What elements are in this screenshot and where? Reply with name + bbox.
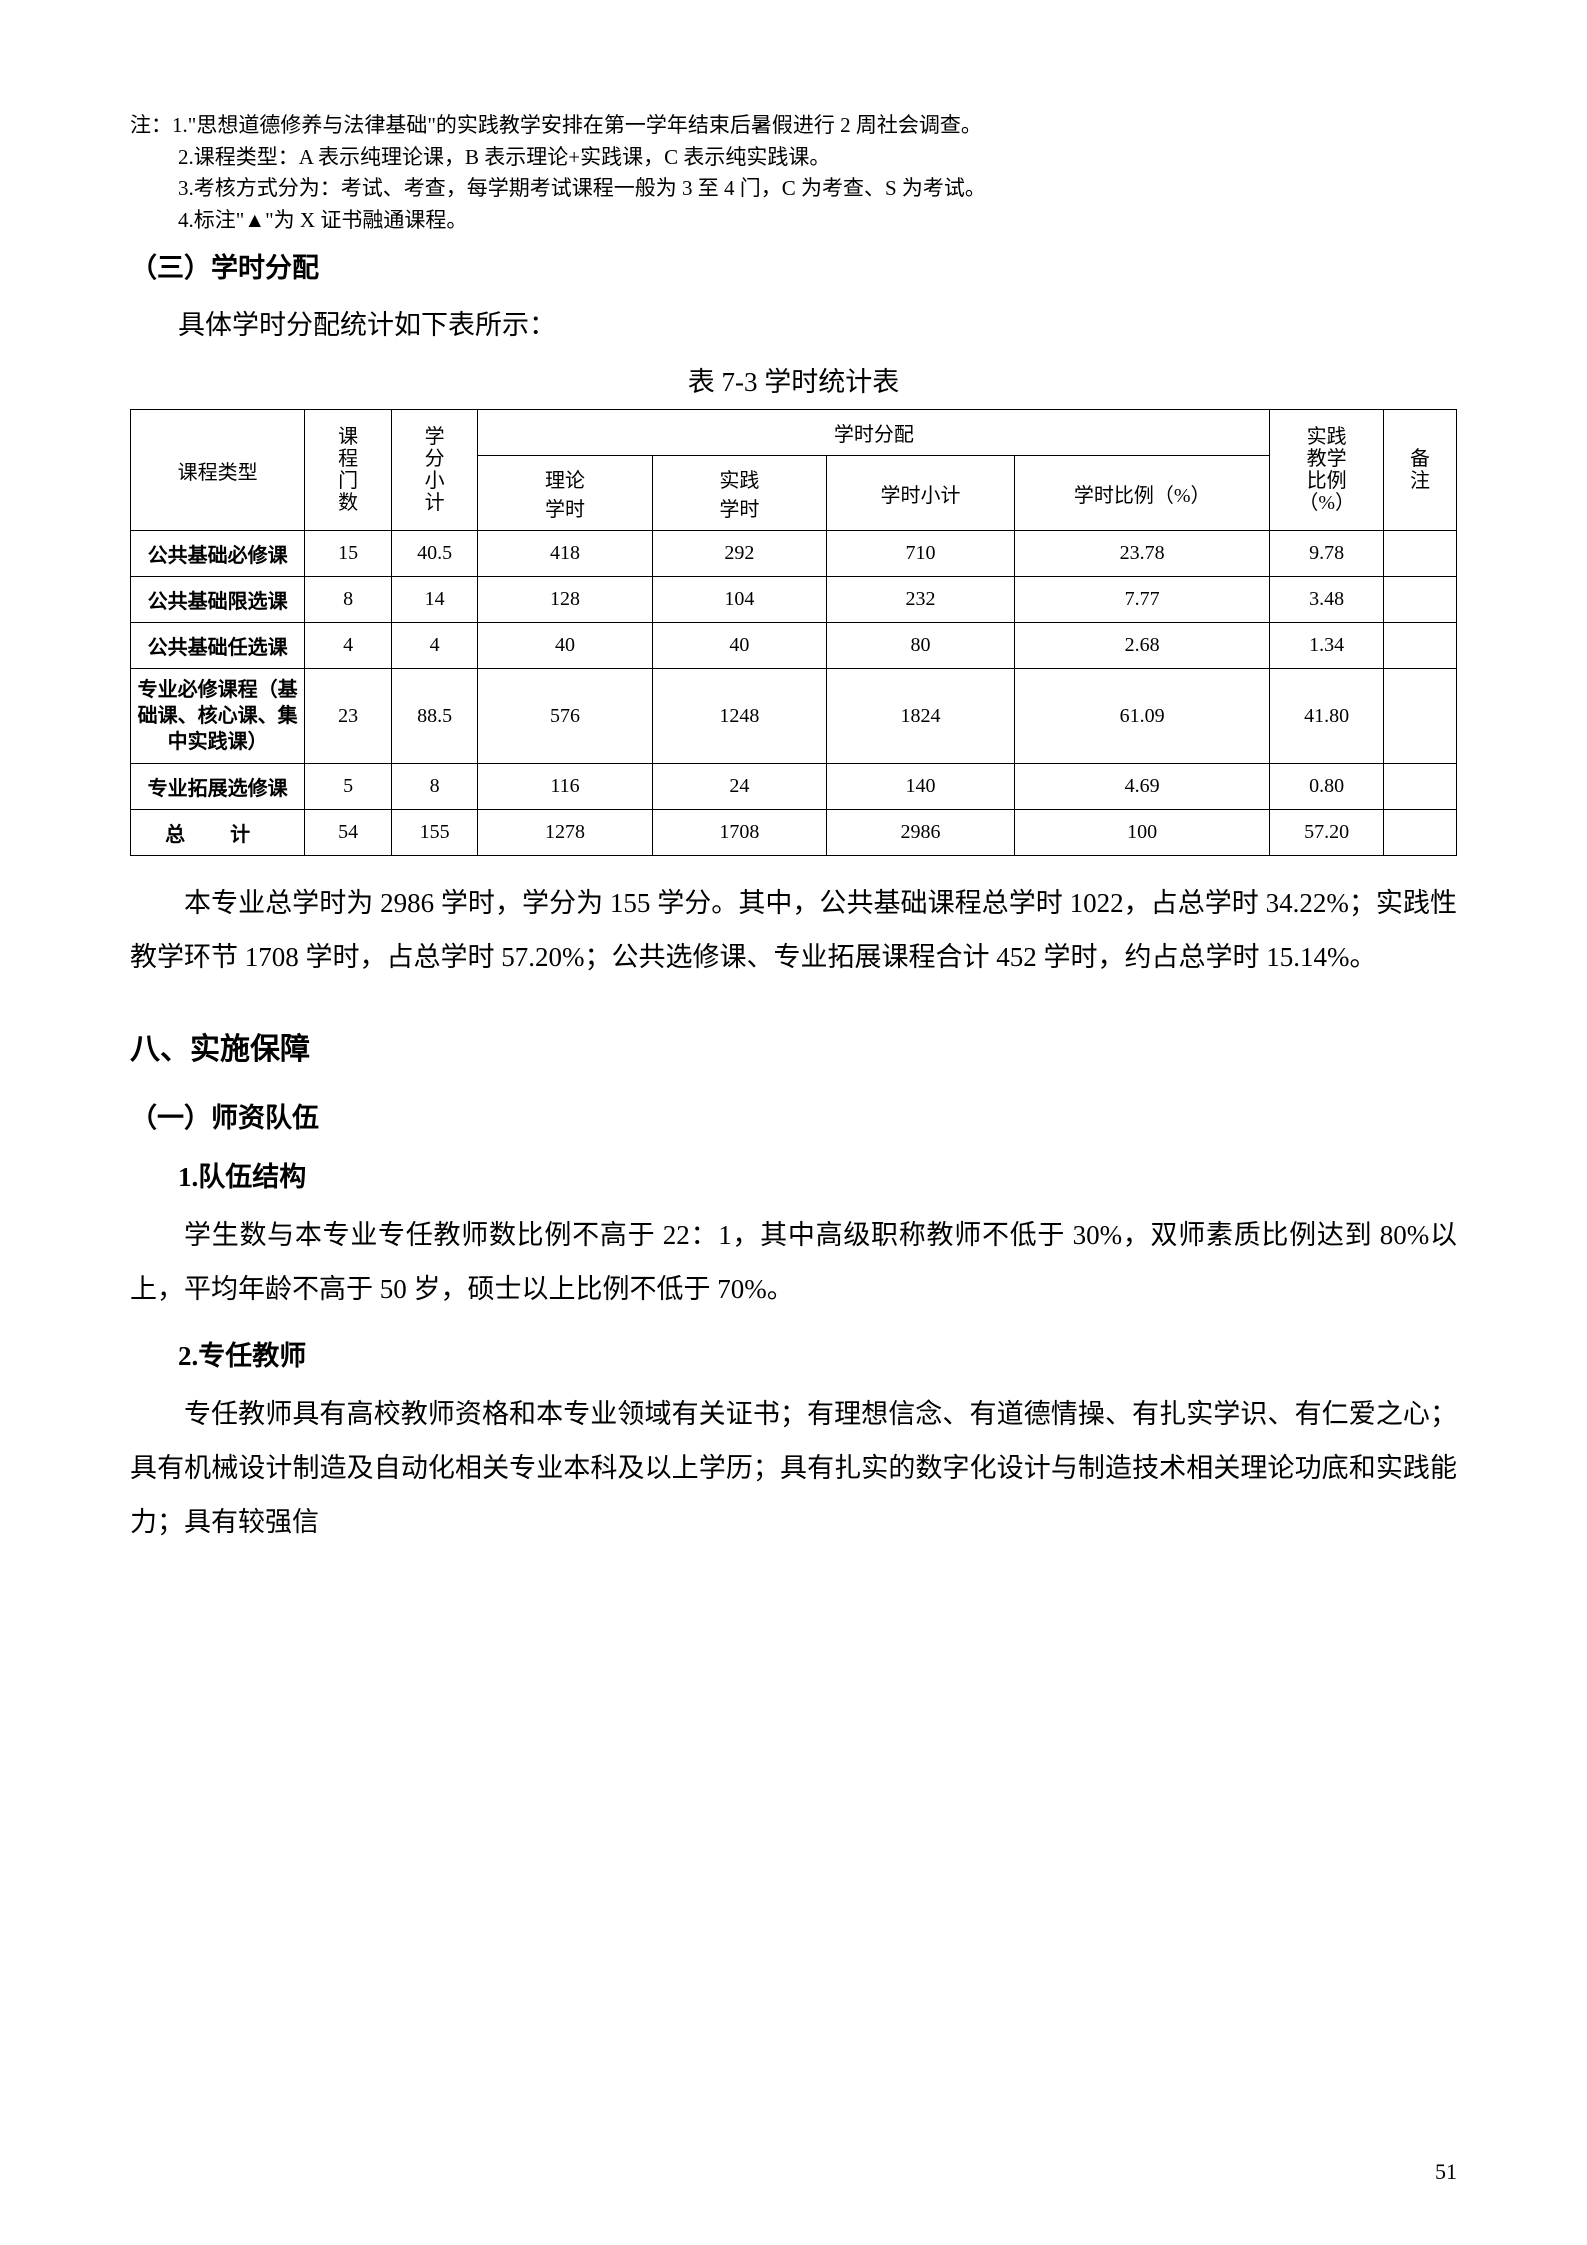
cell-pratio: 9.78 xyxy=(1270,531,1384,577)
th-remark: 备注 xyxy=(1383,410,1456,531)
cell-ratio: 4.69 xyxy=(1014,764,1269,810)
cell-theory: 418 xyxy=(478,531,652,577)
cell-total-subtotal: 2986 xyxy=(827,810,1015,856)
note-line-3: 3.考核方式分为：考试、考查，每学期考试课程一般为 3 至 4 门，C 为考查、… xyxy=(178,173,1457,205)
item-2-paragraph: 专任教师具有高校教师资格和本专业领域有关证书；有理想信念、有道德情操、有扎实学识… xyxy=(130,1387,1457,1549)
notes-block: 注：1."思想道德修养与法律基础"的实践教学安排在第一学年结束后暑假进行 2 周… xyxy=(130,110,1457,236)
cell-ratio: 2.68 xyxy=(1014,623,1269,669)
cell-credit: 4 xyxy=(391,623,478,669)
cell-count: 4 xyxy=(305,623,392,669)
cell-label: 公共基础必修课 xyxy=(131,531,305,577)
cell-total-count: 54 xyxy=(305,810,392,856)
summary-paragraph: 本专业总学时为 2986 学时，学分为 155 学分。其中，公共基础课程总学时 … xyxy=(130,876,1457,984)
cell-subtotal: 80 xyxy=(827,623,1015,669)
table-row: 专业必修课程（基础课、核心课、集中实践课） 23 88.5 576 1248 1… xyxy=(131,669,1457,764)
table-row: 公共基础任选课 4 4 40 40 80 2.68 1.34 xyxy=(131,623,1457,669)
cell-subtotal: 1824 xyxy=(827,669,1015,764)
cell-credit: 8 xyxy=(391,764,478,810)
cell-practice: 40 xyxy=(652,623,826,669)
th-practice-ratio: 实践教学比例（%） xyxy=(1270,410,1384,531)
cell-theory: 40 xyxy=(478,623,652,669)
note-line-4: 4.标注"▲"为 X 证书融通课程。 xyxy=(178,205,1457,237)
cell-total-pratio: 57.20 xyxy=(1270,810,1384,856)
cell-practice: 24 xyxy=(652,764,826,810)
note-text-1: 1."思想道德修养与法律基础"的实践教学安排在第一学年结束后暑假进行 2 周社会… xyxy=(172,113,982,137)
cell-count: 5 xyxy=(305,764,392,810)
th-credit-total: 学分小计 xyxy=(391,410,478,531)
cell-label: 公共基础任选课 xyxy=(131,623,305,669)
cell-total-label: 总 计 xyxy=(131,810,305,856)
subsection-1-title: （一）师资队伍 xyxy=(130,1096,1457,1135)
th-practice: 实践学时 xyxy=(652,456,826,531)
cell-total-theory: 1278 xyxy=(478,810,652,856)
cell-remark xyxy=(1383,531,1456,577)
cell-ratio: 61.09 xyxy=(1014,669,1269,764)
cell-label: 公共基础限选课 xyxy=(131,577,305,623)
page-number: 51 xyxy=(1435,2159,1457,2185)
note-prefix: 注： xyxy=(130,113,172,137)
item-1-title: 1.队伍结构 xyxy=(178,1155,1457,1194)
cell-count: 23 xyxy=(305,669,392,764)
cell-theory: 128 xyxy=(478,577,652,623)
item-2-title: 2.专任教师 xyxy=(178,1334,1457,1373)
cell-pratio: 0.80 xyxy=(1270,764,1384,810)
intro-text: 具体学时分配统计如下表所示： xyxy=(178,303,1457,342)
cell-total-practice: 1708 xyxy=(652,810,826,856)
table-row: 专业拓展选修课 5 8 116 24 140 4.69 0.80 xyxy=(131,764,1457,810)
cell-pratio: 3.48 xyxy=(1270,577,1384,623)
cell-count: 8 xyxy=(305,577,392,623)
note-line-1: 注：1."思想道德修养与法律基础"的实践教学安排在第一学年结束后暑假进行 2 周… xyxy=(130,110,1457,142)
cell-ratio: 23.78 xyxy=(1014,531,1269,577)
cell-pratio: 41.80 xyxy=(1270,669,1384,764)
cell-subtotal: 140 xyxy=(827,764,1015,810)
th-subtotal: 学时小计 xyxy=(827,456,1015,531)
th-course-type: 课程类型 xyxy=(131,410,305,531)
cell-practice: 1248 xyxy=(652,669,826,764)
cell-practice: 292 xyxy=(652,531,826,577)
th-theory: 理论学时 xyxy=(478,456,652,531)
note-line-2: 2.课程类型：A 表示纯理论课，B 表示理论+实践课，C 表示纯实践课。 xyxy=(178,142,1457,174)
cell-credit: 88.5 xyxy=(391,669,478,764)
cell-credit: 40.5 xyxy=(391,531,478,577)
table-row: 公共基础必修课 15 40.5 418 292 710 23.78 9.78 xyxy=(131,531,1457,577)
cell-label: 专业必修课程（基础课、核心课、集中实践课） xyxy=(131,669,305,764)
item-1-paragraph: 学生数与本专业专任教师数比例不高于 22：1，其中高级职称教师不低于 30%，双… xyxy=(130,1208,1457,1316)
cell-remark xyxy=(1383,577,1456,623)
cell-label: 专业拓展选修课 xyxy=(131,764,305,810)
cell-pratio: 1.34 xyxy=(1270,623,1384,669)
th-course-count: 课程门数 xyxy=(305,410,392,531)
cell-total-credit: 155 xyxy=(391,810,478,856)
cell-credit: 14 xyxy=(391,577,478,623)
section-3-title: （三）学时分配 xyxy=(130,246,1457,285)
table-caption: 表 7-3 学时统计表 xyxy=(130,360,1457,399)
stats-table: 课程类型 课程门数 学分小计 学时分配 实践教学比例（%） 备注 理论学时 实践… xyxy=(130,409,1457,856)
section-8-title: 八、实施保障 xyxy=(130,1024,1457,1068)
cell-count: 15 xyxy=(305,531,392,577)
cell-subtotal: 710 xyxy=(827,531,1015,577)
cell-remark xyxy=(1383,764,1456,810)
cell-subtotal: 232 xyxy=(827,577,1015,623)
cell-practice: 104 xyxy=(652,577,826,623)
cell-total-ratio: 100 xyxy=(1014,810,1269,856)
table-row: 公共基础限选课 8 14 128 104 232 7.77 3.48 xyxy=(131,577,1457,623)
table-body: 公共基础必修课 15 40.5 418 292 710 23.78 9.78 公… xyxy=(131,531,1457,856)
table-total-row: 总 计 54 155 1278 1708 2986 100 57.20 xyxy=(131,810,1457,856)
cell-total-remark xyxy=(1383,810,1456,856)
th-ratio: 学时比例（%） xyxy=(1014,456,1269,531)
cell-remark xyxy=(1383,669,1456,764)
header-row-1: 课程类型 课程门数 学分小计 学时分配 实践教学比例（%） 备注 xyxy=(131,410,1457,456)
table-header: 课程类型 课程门数 学分小计 学时分配 实践教学比例（%） 备注 理论学时 实践… xyxy=(131,410,1457,531)
document-page: 注：1."思想道德修养与法律基础"的实践教学安排在第一学年结束后暑假进行 2 周… xyxy=(0,0,1587,2245)
th-hour-dist: 学时分配 xyxy=(478,410,1270,456)
cell-remark xyxy=(1383,623,1456,669)
cell-theory: 576 xyxy=(478,669,652,764)
cell-theory: 116 xyxy=(478,764,652,810)
cell-ratio: 7.77 xyxy=(1014,577,1269,623)
